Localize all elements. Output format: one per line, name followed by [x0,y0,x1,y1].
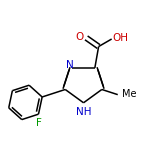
Text: F: F [36,118,42,128]
Text: NH: NH [76,107,91,117]
Text: N: N [66,60,74,70]
Text: Me: Me [122,89,136,99]
Text: OH: OH [112,33,128,43]
Text: O: O [76,32,84,42]
